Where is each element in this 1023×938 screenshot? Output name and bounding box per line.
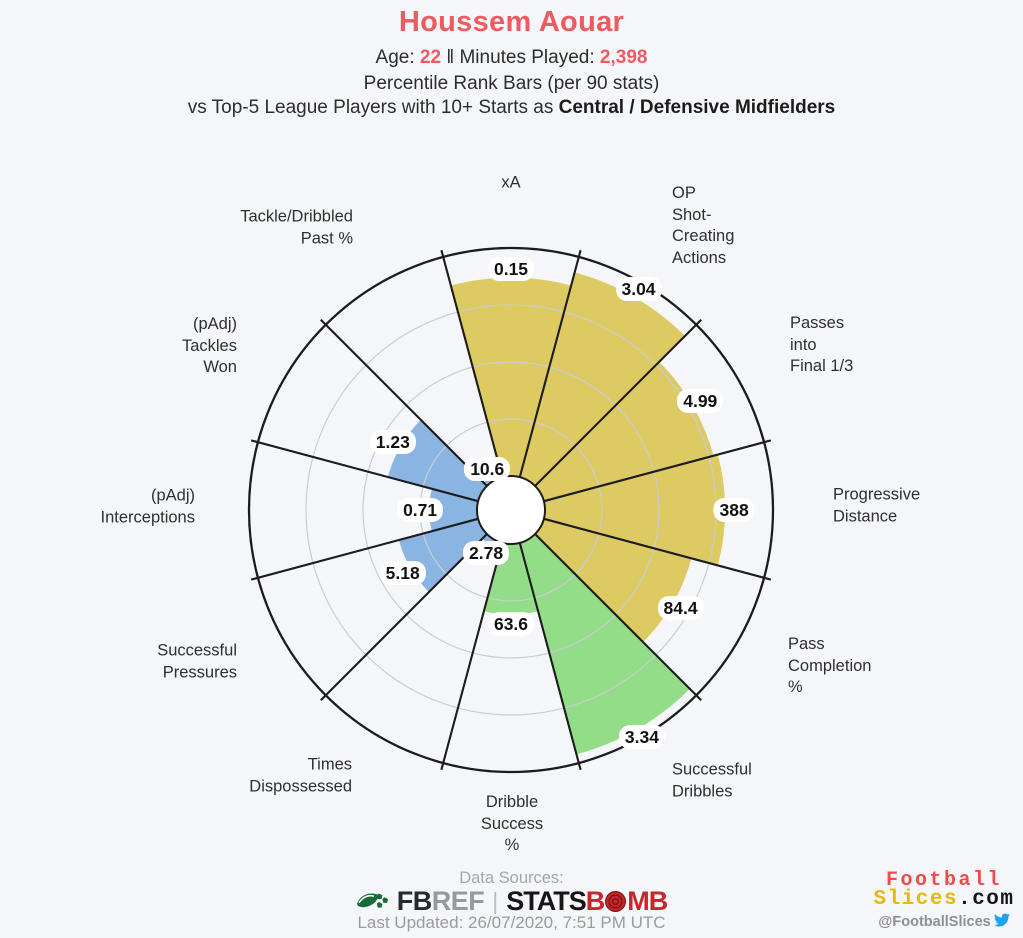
pizza-slice-fill [543,454,726,566]
stat-label-padj-tackles-won: (pAdj) Tackles Won [181,314,237,376]
position-group: Central / Defensive Midfielders [558,97,836,118]
fbref-wordmark: FBREF [396,885,485,916]
value-label: 0.71 [397,498,444,522]
slice-boundary-line [320,533,488,701]
slice-boundary-line [440,542,504,771]
pizza-slice-fill [429,488,479,532]
meta-separator: ‖ [446,47,455,68]
logo-separator: | [492,887,499,914]
value-label: 2.78 [463,541,510,566]
brand-slices-com: Slices.com [873,888,1015,911]
player-meta-line: Age: 22 ‖ Minutes Played: 2,398 [0,47,1023,69]
brand-football: Football [885,869,1002,892]
slice-boundary-line [250,517,479,581]
slice-boundary-line [543,517,772,581]
twitter-bird-icon [993,913,1010,927]
stat-label-op-shot-creating-actions: OP Shot- Creating Actions [672,184,735,267]
minutes-label: Minutes Played: [459,47,595,68]
slice-boundary-line [518,249,582,478]
data-sources-label: Data Sources: [459,869,564,887]
value-label: 63.6 [487,611,535,636]
stat-label-successful-pressures: Successful Pressures [157,641,237,682]
minutes-value: 2,398 [599,47,648,68]
age-label: Age: [375,47,415,68]
page-title: Houssem Aouar [398,6,625,38]
last-updated-label: Last Updated: 26/07/2020, 7:51 PM UTC [357,913,666,932]
footballslices-logo: Football Slices.com @FootballSlices [866,871,1022,931]
pizza-slice-fill [535,361,714,502]
stat-label-pass-completion: Pass Completion % [788,634,872,696]
data-sources-logos: FBREF | STATS B MB [0,886,1023,916]
slice-boundary-line [518,542,582,771]
stat-label-times-dispossessed: Times Dispossessed [249,755,352,796]
value-label: 1.23 [369,429,416,454]
stat-label-xa: xA [501,173,521,192]
pizza-slice-fill [450,277,572,478]
stat-label-passes-into-final-third: Passes into Final 1/3 [790,313,854,375]
slice-boundary-line [534,319,702,487]
value-label: 10.6 [464,456,511,481]
age-value: 22 [419,47,442,68]
center-hole [476,475,546,545]
twitter-handle: @FootballSlices [866,912,1022,931]
stat-label-dribble-success: Dribble Success % [480,792,544,854]
pizza-slice-fill [535,518,692,643]
outer-circle [247,246,775,774]
slice-boundary-line [440,249,504,478]
stat-label-tackle-dribbled-past: Tackle/Dribbled Past % [240,207,353,248]
slice-boundary-line [320,319,488,487]
statsbomb-target-icon [605,890,627,912]
slice-boundary-line [250,439,479,503]
comparison-prefix: vs Top-5 League Players with 10+ Starts … [187,97,554,118]
chart-subtitle: Percentile Rank Bars (per 90 stats) [363,73,660,94]
value-label: 388 [713,498,755,522]
fbref-logo-icon [356,893,388,908]
value-label: 5.18 [379,560,426,585]
value-label: 84.4 [657,595,704,620]
comparison-line: vs Top-5 League Players with 10+ Starts … [0,97,1023,119]
slice-boundary-line [543,439,772,503]
value-label: 4.99 [677,388,724,413]
statsbomb-wordmark: STATS B MB [506,885,668,916]
value-label: 3.34 [618,724,665,749]
value-label: 3.04 [615,277,662,302]
value-label: 0.15 [487,256,535,281]
stat-label-padj-interceptions: (pAdj) Interceptions [100,486,195,527]
slice-boundary-line [534,533,702,701]
stat-label-progressive-distance: Progressive Distance [833,485,921,526]
stat-label-successful-dribbles: Successful Dribbles [672,760,752,801]
grid-ring [362,361,660,659]
